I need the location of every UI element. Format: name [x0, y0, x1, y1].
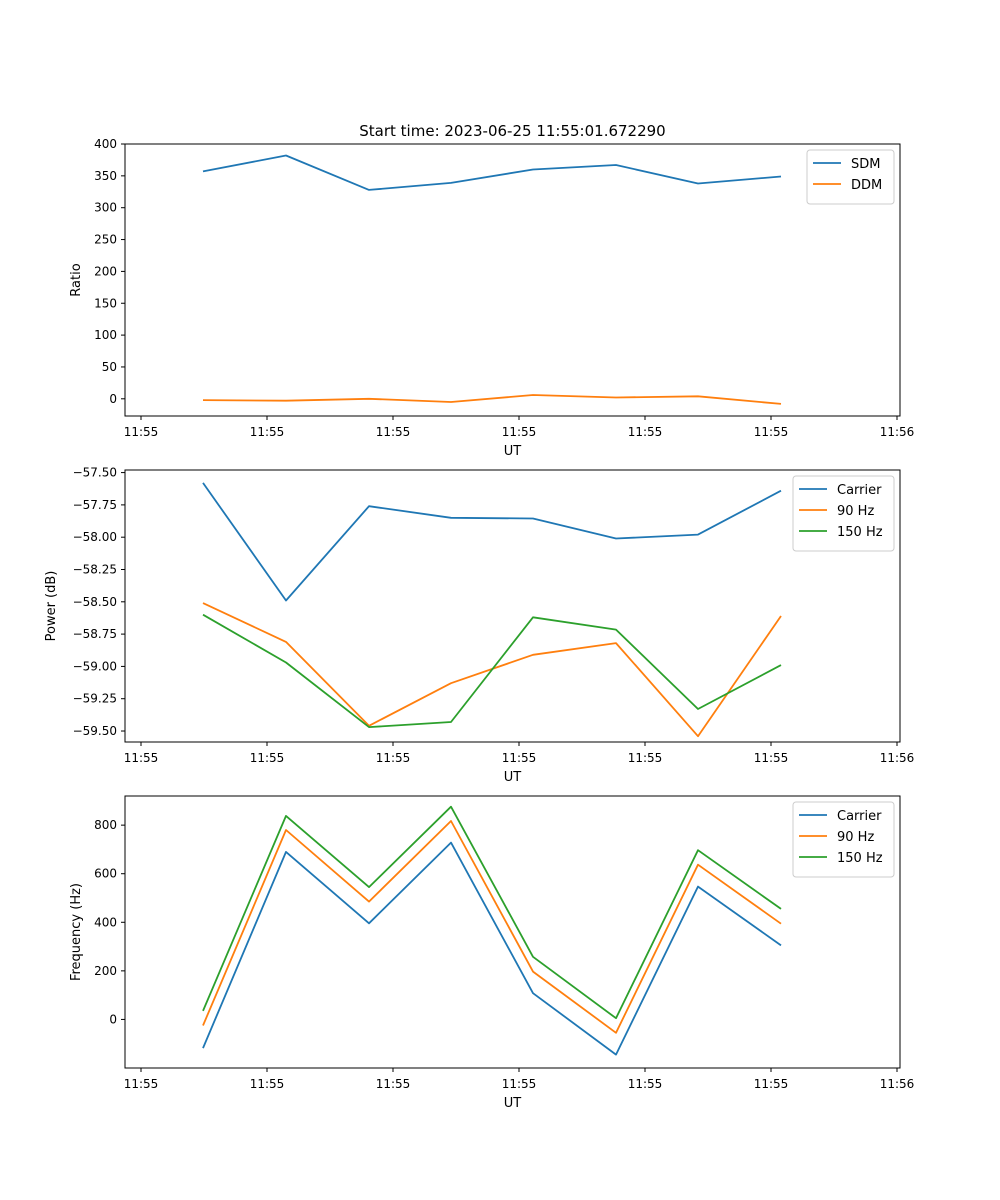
legend-label: Carrier [837, 483, 882, 498]
x-tick-label: 11:56 [880, 751, 915, 765]
series-line-carrier [202, 841, 782, 1056]
y-tick-label: 400 [94, 915, 117, 929]
legend-label: DDM [851, 178, 882, 193]
y-tick-label: 200 [94, 964, 117, 978]
y-axis-label: Power (dB) [44, 571, 59, 642]
y-tick-label: 150 [94, 296, 117, 310]
series-line-150-hz [202, 613, 782, 728]
y-tick-label: −59.50 [73, 724, 117, 738]
series-line-90-hz [202, 820, 782, 1034]
legend-label: 150 Hz [837, 851, 883, 866]
y-tick-label: 250 [94, 233, 117, 247]
frequency-chart-panel: 11:55 11:55 11:55 11:55 11:55 11:55 11:56 UT 0 20… [69, 795, 915, 1111]
y-tick-label: −59.25 [73, 692, 117, 706]
series-line-sdm [202, 154, 782, 191]
ratio-chart-panel: Start time: 2023-06-25 11:55:01.672290 11… [69, 122, 914, 459]
y-tick-label: −58.75 [73, 627, 117, 641]
legend: SDM DDM [806, 149, 895, 205]
y-tick-label: 100 [94, 328, 117, 342]
x-tick-label: 11:55 [124, 425, 159, 439]
legend: Carrier 90 Hz 150 Hz [792, 475, 895, 552]
series-line-ddm [202, 394, 782, 405]
y-tick-label: −57.50 [73, 466, 117, 480]
x-tick-label: 11:56 [880, 1077, 915, 1091]
y-tick-label: −58.50 [73, 595, 117, 609]
x-tick-label: 11:55 [502, 1077, 537, 1091]
x-tick-label: 11:55 [376, 751, 411, 765]
y-tick-label: −58.25 [73, 562, 117, 576]
axes-frame [124, 469, 901, 743]
legend-label: SDM [851, 157, 880, 172]
x-tick-label: 11:56 [880, 425, 915, 439]
x-axis-label: UT [504, 770, 522, 785]
y-axis-label: Ratio [69, 263, 84, 296]
y-tick-label: 0 [109, 1012, 117, 1026]
y-tick-label: 800 [94, 818, 117, 832]
y-tick-label: 0 [109, 392, 117, 406]
legend: Carrier 90 Hz 150 Hz [792, 801, 895, 878]
x-axis-label: UT [504, 444, 522, 459]
x-tick-label: 11:55 [250, 425, 285, 439]
x-tick-label: 11:55 [376, 1077, 411, 1091]
x-tick-label: 11:55 [502, 751, 537, 765]
legend-label: Carrier [837, 809, 882, 824]
y-tick-label: 300 [94, 201, 117, 215]
x-tick-label: 11:55 [754, 751, 789, 765]
y-tick-label: −58.00 [73, 530, 117, 544]
x-tick-label: 11:55 [754, 425, 789, 439]
x-tick-label: 11:55 [250, 1077, 285, 1091]
legend-label: 150 Hz [837, 525, 883, 540]
y-tick-label: 350 [94, 169, 117, 183]
x-tick-label: 11:55 [628, 425, 663, 439]
y-tick-label: 50 [102, 360, 117, 374]
y-axis-label: Frequency (Hz) [69, 883, 84, 981]
legend-label: 90 Hz [837, 830, 874, 845]
y-tick-label: 200 [94, 264, 117, 278]
x-tick-label: 11:55 [628, 1077, 663, 1091]
axes-frame [124, 143, 901, 417]
y-tick-label: 400 [94, 137, 117, 151]
y-tick-label: −59.00 [73, 659, 117, 673]
x-tick-label: 11:55 [250, 751, 285, 765]
x-tick-label: 11:55 [502, 425, 537, 439]
x-tick-label: 11:55 [124, 1077, 159, 1091]
legend-box [792, 475, 895, 552]
legend-label: 90 Hz [837, 504, 874, 519]
chart-title: Start time: 2023-06-25 11:55:01.672290 [359, 122, 665, 140]
power-chart-panel: 11:55 11:55 11:55 11:55 11:55 11:55 11:56 UT −59… [44, 466, 914, 785]
series-line-150-hz [202, 805, 782, 1020]
x-tick-label: 11:55 [754, 1077, 789, 1091]
axes-frame [124, 795, 901, 1069]
y-tick-label: 600 [94, 867, 117, 881]
x-tick-label: 11:55 [628, 751, 663, 765]
x-tick-label: 11:55 [124, 751, 159, 765]
x-tick-label: 11:55 [376, 425, 411, 439]
y-tick-label: −57.75 [73, 498, 117, 512]
series-line-carrier [202, 482, 782, 602]
x-axis-label: UT [504, 1096, 522, 1111]
legend-box [792, 801, 895, 878]
